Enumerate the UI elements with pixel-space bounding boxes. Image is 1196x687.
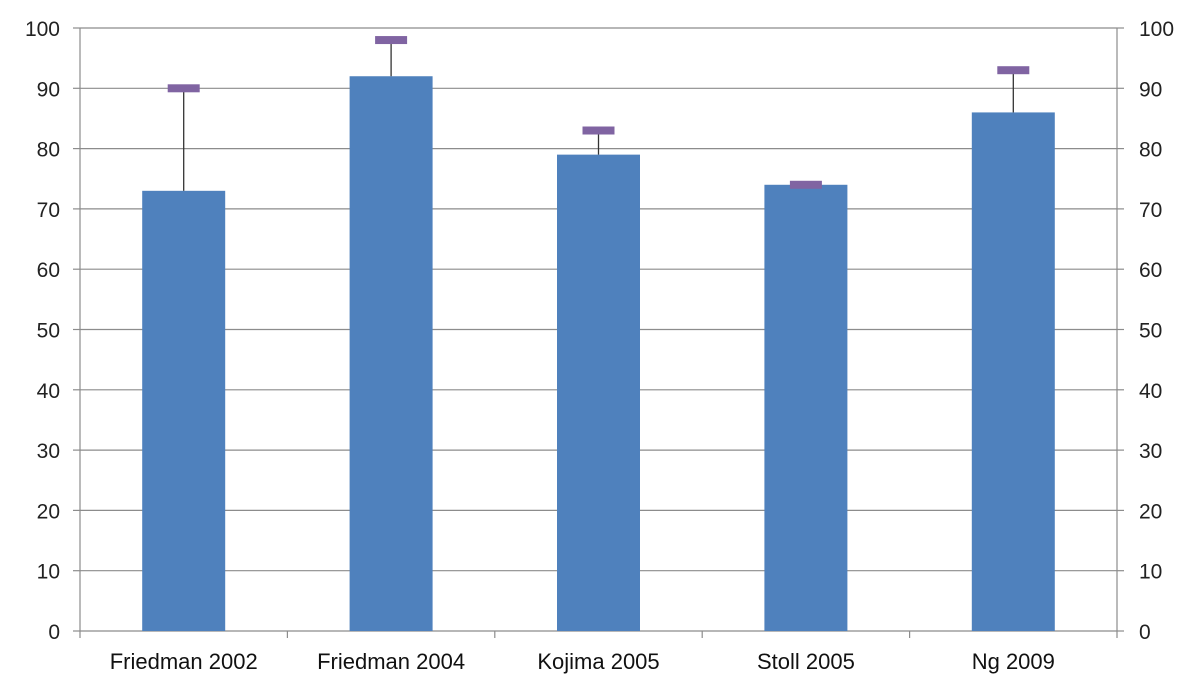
y-right-tick-label: 0 [1139,621,1151,644]
error-bar-cap [167,84,200,93]
bar [142,190,226,631]
x-category-label: Stoll 2005 [757,649,855,674]
y-left-tick-label: 30 [37,440,60,463]
y-right-tick-label: 90 [1139,78,1162,101]
error-bar-cap [375,36,408,45]
y-left-tick-label: 0 [48,621,60,644]
y-right-tick-label: 80 [1139,139,1162,162]
y-right-tick-label: 70 [1139,199,1162,222]
y-right-tick-label: 100 [1139,18,1174,41]
y-left-tick-label: 20 [37,500,60,523]
y-axis-left-tick-labels: 0 10 20 30 40 50 60 70 80 90 100 [25,18,60,644]
y-right-tick-label: 30 [1139,440,1162,463]
y-right-tick-label: 40 [1139,380,1162,403]
error-bar-cap [997,66,1030,75]
y-left-tick-label: 70 [37,199,60,222]
error-bar-cap [582,126,615,135]
bar [349,76,433,632]
y-left-tick-label: 100 [25,18,60,41]
bar-series [142,76,1055,632]
bar [764,184,848,631]
y-right-tick-label: 60 [1139,259,1162,282]
y-left-tick-label: 10 [37,561,60,584]
y-left-tick-label: 80 [37,139,60,162]
error-bars [167,36,1030,191]
y-right-tick-label: 10 [1139,561,1162,584]
y-right-tick-label: 20 [1139,500,1162,523]
x-category-label: Friedman 2004 [317,649,465,674]
x-category-label: Friedman 2002 [110,649,258,674]
x-category-label: Ng 2009 [972,649,1055,674]
y-left-tick-label: 40 [37,380,60,403]
y-left-tick-label: 90 [37,78,60,101]
y-left-tick-label: 60 [37,259,60,282]
bar [557,154,640,631]
x-category-label: Kojima 2005 [537,649,659,674]
x-axis-category-labels: Friedman 2002 Friedman 2004 Kojima 2005 Sto… [110,649,1055,674]
bar [971,112,1055,632]
y-left-tick-label: 50 [37,320,60,343]
y-right-tick-label: 50 [1139,320,1162,343]
y-axis-right-tick-labels: 0 10 20 30 40 50 60 70 80 90 100 [1139,18,1174,644]
error-bar-cap [789,180,822,189]
